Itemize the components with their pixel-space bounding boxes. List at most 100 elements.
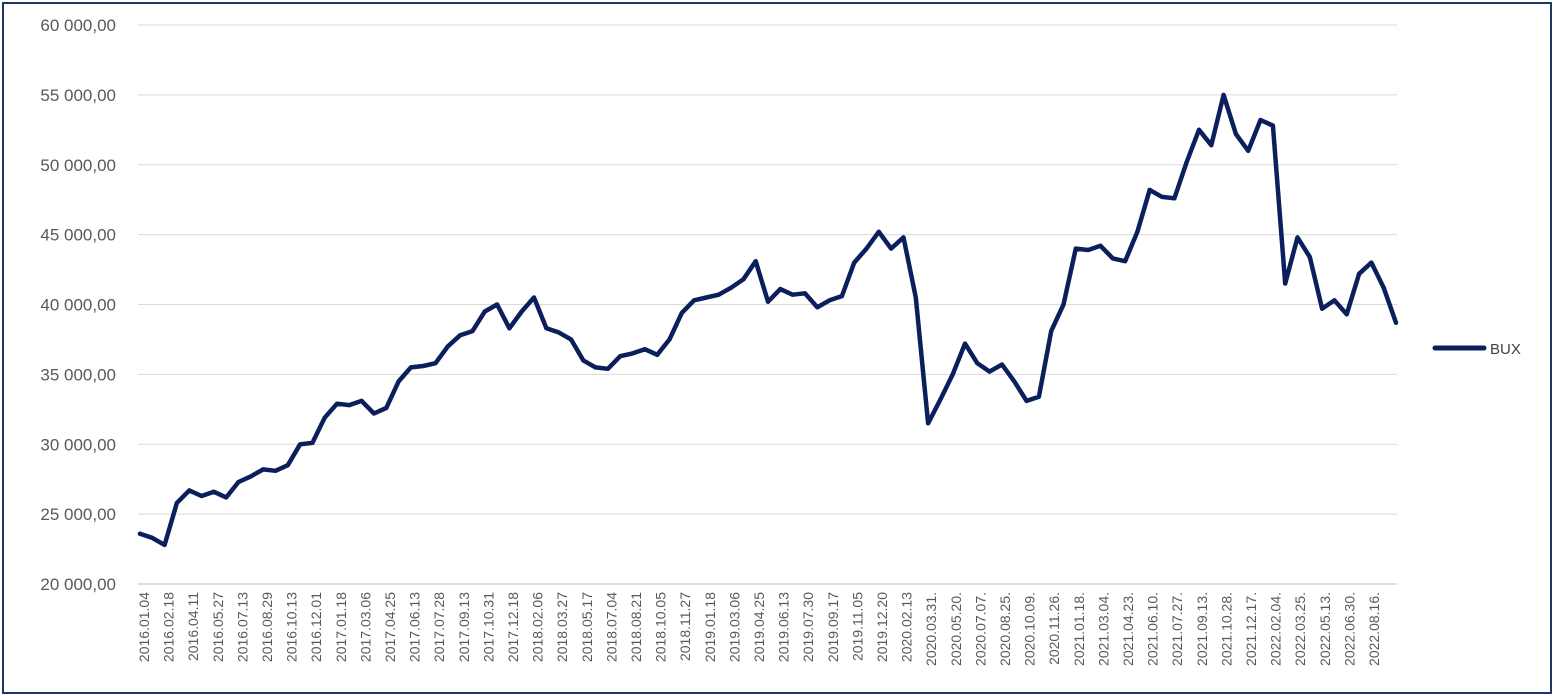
data-point	[950, 372, 955, 377]
data-point	[778, 287, 783, 292]
data-point	[815, 305, 820, 310]
data-point	[150, 535, 155, 540]
data-point	[1160, 194, 1164, 199]
x-tick-label: 2020.10.09.	[1022, 592, 1038, 666]
x-tick-label: 2017.07.28	[431, 592, 447, 662]
data-point	[1024, 398, 1029, 403]
data-point	[1012, 379, 1017, 384]
y-axis-tick-labels: 20 000,00 25 000,00 30 000,00 35 000,00 40 0…	[40, 16, 116, 594]
x-tick-label: 2017.12.18	[505, 592, 521, 662]
x-tick-label: 2022.03.25.	[1292, 592, 1308, 666]
data-point	[310, 440, 315, 445]
data-point	[1258, 118, 1263, 122]
data-point	[138, 531, 142, 536]
data-point	[1221, 92, 1226, 97]
data-point	[1147, 187, 1152, 192]
x-tick-label: 2016.04.11	[185, 592, 201, 661]
x-tick-label: 2018.02.06	[530, 592, 546, 662]
x-tick-label: 2021.12.17.	[1243, 592, 1259, 666]
x-tick-label: 2019.07.30	[800, 592, 816, 662]
data-point	[1270, 123, 1275, 128]
data-point	[372, 411, 376, 416]
x-tick-label: 2018.08.21	[628, 592, 644, 662]
x-tick-label: 2020.03.31.	[923, 592, 939, 666]
legend-label-bux: BUX	[1490, 341, 1521, 358]
data-point	[741, 277, 746, 282]
data-point	[716, 292, 721, 297]
x-tick-label: 2021.07.27.	[1169, 592, 1185, 666]
data-point	[1123, 259, 1128, 264]
data-point	[445, 344, 450, 349]
x-tick-label: 2021.03.04.	[1095, 592, 1111, 666]
data-point	[605, 366, 610, 371]
data-point	[298, 442, 303, 447]
x-tick-label: 2021.04.23.	[1120, 592, 1136, 666]
data-point	[889, 246, 894, 251]
data-point	[679, 310, 684, 315]
data-point	[408, 365, 413, 370]
data-point	[1344, 312, 1349, 317]
data-point	[593, 365, 598, 370]
data-point	[236, 480, 241, 484]
x-tick-label: 2020.05.20.	[948, 592, 964, 666]
y-tick-label: 50 000,00	[40, 156, 116, 175]
data-point	[1098, 243, 1103, 248]
x-axis-tick-labels: 2016.01.04 2016.02.18 2016.04.11 2016.05.27…	[136, 592, 1382, 666]
x-tick-label: 2016.02.18	[161, 592, 177, 662]
data-point	[1061, 302, 1066, 307]
x-tick-label: 2019.09.17	[825, 592, 841, 662]
y-tick-label: 30 000,00	[40, 435, 116, 454]
data-point	[642, 347, 647, 352]
data-point	[359, 398, 364, 403]
data-point	[1110, 256, 1115, 261]
x-tick-label: 2022.05.13.	[1317, 592, 1333, 666]
data-point	[913, 295, 918, 300]
x-tick-label: 2020.02.13	[899, 592, 915, 662]
y-tick-label: 20 000,00	[40, 575, 116, 594]
data-point	[766, 299, 770, 304]
x-tick-label: 2018.10.05	[653, 592, 669, 662]
x-tick-label: 2021.01.18.	[1071, 592, 1087, 666]
data-point	[630, 351, 635, 356]
data-point	[335, 401, 339, 406]
x-tick-label: 2022.08.16.	[1366, 592, 1382, 666]
data-point	[162, 542, 167, 547]
data-point	[1197, 127, 1201, 132]
x-tick-label: 2019.04.25	[751, 592, 767, 662]
data-point	[1086, 248, 1091, 252]
data-point	[482, 309, 487, 314]
data-point	[544, 326, 549, 331]
x-tick-label: 2019.01.18	[702, 592, 718, 662]
data-point	[1283, 281, 1288, 286]
data-point	[1295, 235, 1300, 240]
data-point	[901, 235, 906, 240]
y-tick-label: 45 000,00	[40, 226, 116, 245]
data-point	[1172, 196, 1177, 201]
x-tick-label: 2016.12.01	[308, 592, 324, 662]
gridlines	[138, 24, 1397, 585]
data-point	[581, 358, 586, 363]
x-tick-label: 2019.03.06	[726, 592, 742, 662]
data-point	[1246, 148, 1251, 153]
data-point	[322, 415, 327, 420]
data-point	[470, 329, 475, 334]
data-point	[802, 291, 807, 296]
data-point	[1209, 143, 1214, 148]
y-tick-label: 60 000,00	[40, 16, 116, 35]
data-point	[273, 468, 278, 473]
data-point	[347, 403, 352, 408]
data-point	[569, 337, 573, 342]
data-point	[692, 298, 697, 303]
x-tick-label: 2021.10.28.	[1218, 592, 1234, 666]
data-point	[532, 295, 536, 300]
x-tick-label: 2018.03.27	[554, 592, 570, 662]
x-tick-label: 2016.01.04	[136, 592, 152, 662]
x-tick-label: 2017.03.06	[357, 592, 373, 662]
data-point	[1135, 229, 1140, 234]
x-tick-label: 2017.04.25	[382, 592, 398, 662]
x-tick-label: 2018.07.04	[603, 592, 619, 662]
data-point	[655, 352, 660, 357]
data-point	[987, 369, 992, 374]
data-point	[384, 405, 389, 410]
